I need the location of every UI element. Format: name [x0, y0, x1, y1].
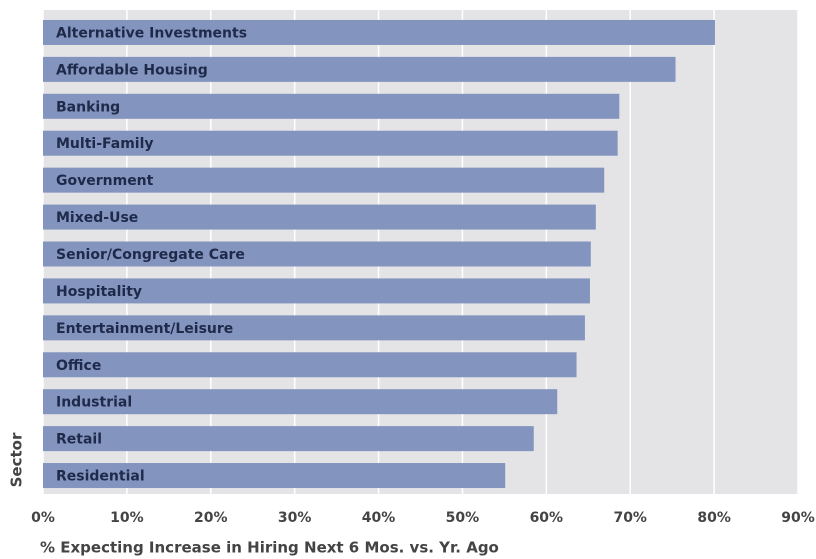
x-tick-label: 60%: [530, 510, 564, 526]
x-tick-label: 30%: [278, 510, 312, 526]
category-label: Retail: [56, 432, 102, 448]
bar: [43, 426, 534, 452]
bar: [43, 56, 676, 82]
x-tick-label: 40%: [362, 510, 396, 526]
bar: [43, 463, 506, 489]
bar: [43, 167, 605, 193]
category-label: Government: [56, 173, 154, 189]
bar: [43, 130, 618, 156]
bar: [43, 204, 596, 230]
x-tick-label: 90%: [781, 510, 815, 526]
x-tick-label: 80%: [697, 510, 731, 526]
bar: [43, 241, 591, 267]
bar: [43, 352, 577, 378]
x-tick-label: 70%: [613, 510, 647, 526]
bar: [43, 278, 590, 304]
category-label: Senior/Congregate Care: [56, 247, 245, 263]
category-label: Banking: [56, 99, 120, 115]
y-axis-label: Sector: [8, 432, 26, 487]
category-label: Hospitality: [56, 284, 142, 300]
category-label: Affordable Housing: [56, 62, 208, 78]
x-axis-label: % Expecting Increase in Hiring Next 6 Mo…: [40, 539, 499, 557]
category-label: Office: [56, 358, 101, 374]
category-label: Alternative Investments: [56, 25, 247, 41]
x-tick-label: 10%: [110, 510, 144, 526]
bar: [43, 315, 585, 341]
bar: [43, 19, 715, 45]
category-label: Mixed-Use: [56, 210, 138, 226]
category-label: Industrial: [56, 395, 132, 411]
x-tick-label: 20%: [194, 510, 228, 526]
category-label: Residential: [56, 469, 145, 485]
x-tick-label: 50%: [446, 510, 480, 526]
bar: [43, 389, 558, 415]
category-label: Entertainment/Leisure: [56, 321, 233, 337]
category-label: Multi-Family: [56, 136, 154, 152]
bar: [43, 93, 620, 119]
x-tick-label: 0%: [31, 510, 55, 526]
